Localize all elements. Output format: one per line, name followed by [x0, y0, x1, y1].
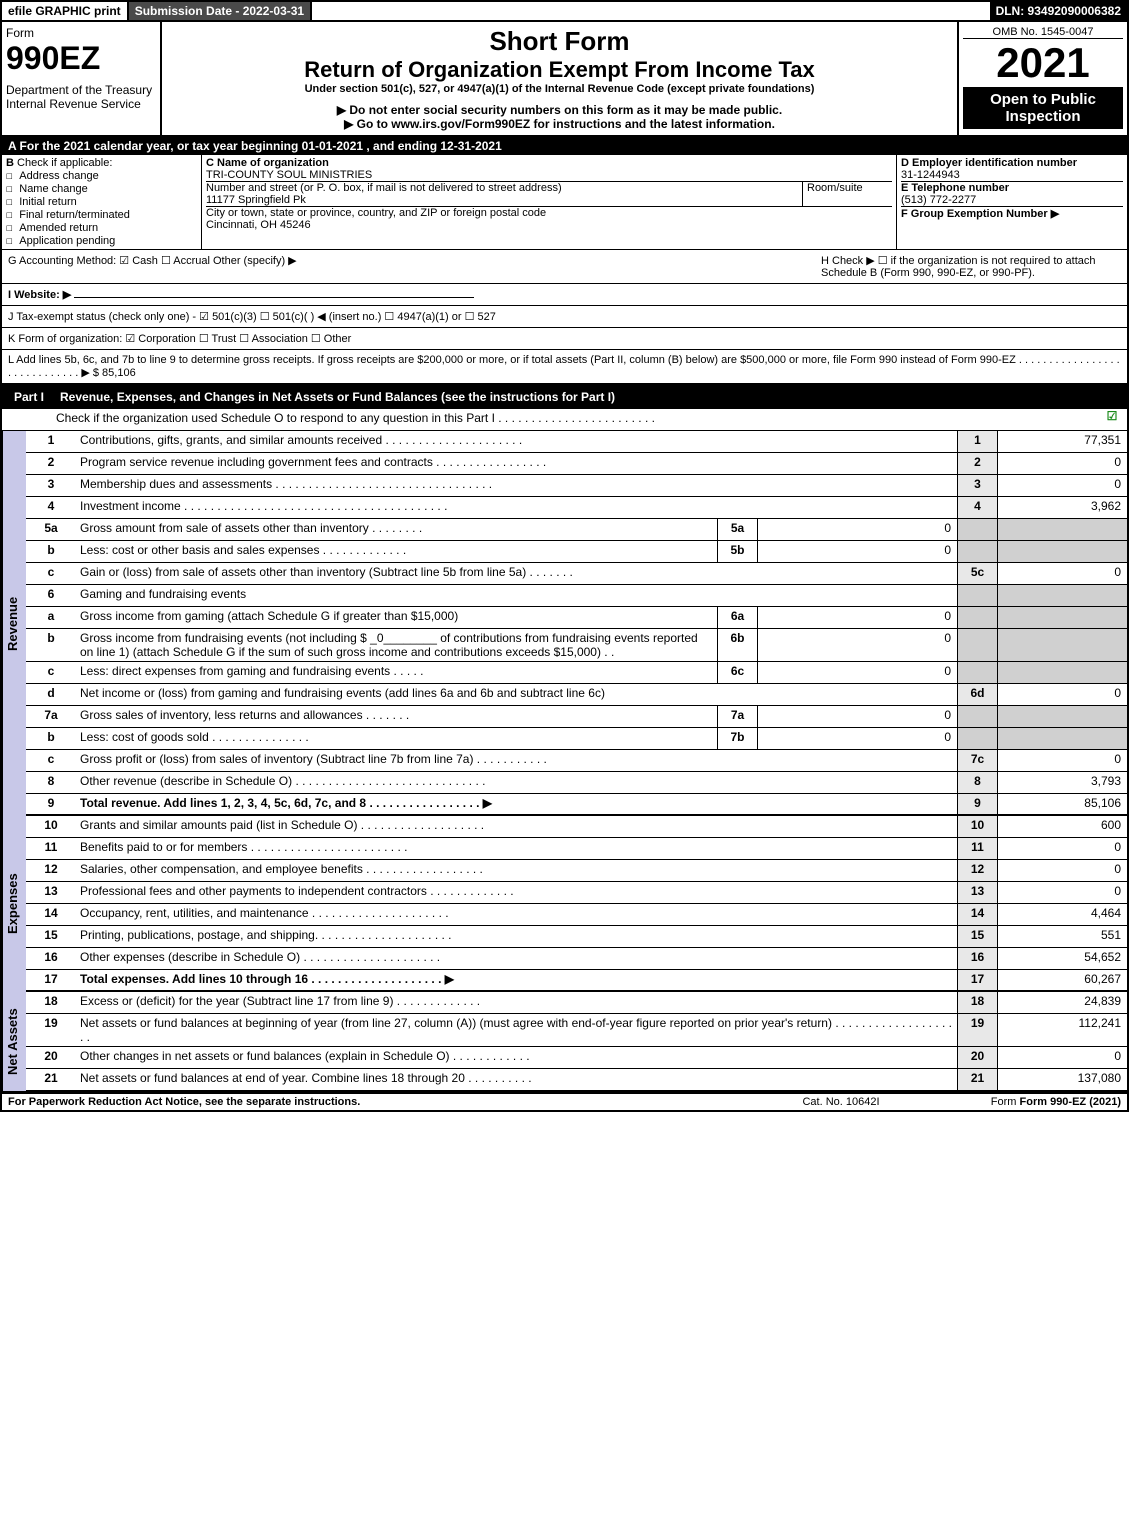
- open-public: Open to Public Inspection: [963, 87, 1123, 129]
- room-suite-label: Room/suite: [802, 182, 892, 206]
- line-7c: cGross profit or (loss) from sales of in…: [26, 750, 1129, 772]
- line-16: 16Other expenses (describe in Schedule O…: [26, 948, 1129, 970]
- line-20: 20Other changes in net assets or fund ba…: [26, 1047, 1129, 1069]
- footer-left: For Paperwork Reduction Act Notice, see …: [8, 1096, 741, 1108]
- b-label: B: [6, 157, 14, 169]
- section-l: L Add lines 5b, 6c, and 7b to line 9 to …: [0, 350, 1129, 385]
- part1-check-box[interactable]: ☑: [1097, 409, 1127, 430]
- line-8: 8Other revenue (describe in Schedule O) …: [26, 772, 1129, 794]
- line-21: 21Net assets or fund balances at end of …: [26, 1069, 1129, 1091]
- b-check-if: Check if applicable:: [17, 157, 112, 169]
- dln: DLN: 93492090006382: [990, 2, 1127, 20]
- line-5a: 5aGross amount from sale of assets other…: [26, 519, 1129, 541]
- form-word: Form: [6, 26, 156, 40]
- d-label: D Employer identification number: [901, 157, 1077, 169]
- line-18: 18Excess or (deficit) for the year (Subt…: [26, 992, 1129, 1014]
- line-17: 17Total expenses. Add lines 10 through 1…: [26, 970, 1129, 992]
- part1-check-text: Check if the organization used Schedule …: [52, 409, 1097, 430]
- line-19: 19Net assets or fund balances at beginni…: [26, 1014, 1129, 1047]
- e-label: E Telephone number: [901, 182, 1009, 194]
- header-right: OMB No. 1545-0047 2021 Open to Public In…: [957, 22, 1127, 135]
- line-6c: cLess: direct expenses from gaming and f…: [26, 662, 1129, 684]
- line-1: 1Contributions, gifts, grants, and simil…: [26, 431, 1129, 453]
- org-city: Cincinnati, OH 45246: [206, 219, 311, 231]
- short-form-title: Short Form: [166, 26, 953, 57]
- section-a: A For the 2021 calendar year, or tax yea…: [0, 137, 1129, 155]
- part1-header: Part I Revenue, Expenses, and Changes in…: [0, 385, 1129, 409]
- line-3: 3Membership dues and assessments . . . .…: [26, 475, 1129, 497]
- org-name: TRI-COUNTY SOUL MINISTRIES: [206, 169, 372, 181]
- form-number: 990EZ: [6, 40, 156, 77]
- c-name-label: C Name of organization: [206, 157, 329, 169]
- part1-check-row: Check if the organization used Schedule …: [0, 409, 1129, 431]
- section-b: B Check if applicable: ☐ Address change …: [2, 155, 202, 249]
- chk-address[interactable]: ☐: [6, 169, 19, 182]
- tax-year: 2021: [963, 39, 1123, 87]
- line-13: 13Professional fees and other payments t…: [26, 882, 1129, 904]
- netassets-section: Net Assets 18Excess or (deficit) for the…: [0, 992, 1129, 1093]
- top-bar: efile GRAPHIC print Submission Date - 20…: [0, 0, 1129, 22]
- section-h: H Check ▶ ☐ if the organization is not r…: [821, 254, 1121, 279]
- header-left: Form 990EZ Department of the Treasury In…: [2, 22, 162, 135]
- goto-link[interactable]: ▶ Go to www.irs.gov/Form990EZ for instru…: [166, 117, 953, 131]
- section-j: J Tax-exempt status (check only one) - ☑…: [0, 306, 1129, 328]
- line-5c: cGain or (loss) from sale of assets othe…: [26, 563, 1129, 585]
- form-header: Form 990EZ Department of the Treasury In…: [0, 22, 1129, 137]
- line-10: 10Grants and similar amounts paid (list …: [26, 816, 1129, 838]
- bcdef-block: B Check if applicable: ☐ Address change …: [0, 155, 1129, 250]
- chk-amended[interactable]: ☐: [6, 221, 19, 234]
- line-14: 14Occupancy, rent, utilities, and mainte…: [26, 904, 1129, 926]
- phone: (513) 772-2277: [901, 194, 976, 206]
- line-6b: bGross income from fundraising events (n…: [26, 629, 1129, 662]
- return-title: Return of Organization Exempt From Incom…: [166, 57, 953, 83]
- part1-title: Revenue, Expenses, and Changes in Net As…: [60, 390, 615, 404]
- netassets-side-label: Net Assets: [2, 992, 26, 1091]
- section-g: G Accounting Method: ☑ Cash ☐ Accrual Ot…: [8, 254, 821, 279]
- line-15: 15Printing, publications, postage, and s…: [26, 926, 1129, 948]
- line-9: 9Total revenue. Add lines 1, 2, 3, 4, 5c…: [26, 794, 1129, 816]
- under-section: Under section 501(c), 527, or 4947(a)(1)…: [166, 83, 953, 95]
- chk-app[interactable]: ☐: [6, 234, 19, 247]
- section-i: I Website: ▶: [0, 284, 1129, 306]
- line-4: 4Investment income . . . . . . . . . . .…: [26, 497, 1129, 519]
- line-7a: 7aGross sales of inventory, less returns…: [26, 706, 1129, 728]
- line-7b: bLess: cost of goods sold . . . . . . . …: [26, 728, 1129, 750]
- chk-name[interactable]: ☐: [6, 182, 19, 195]
- row-gh: G Accounting Method: ☑ Cash ☐ Accrual Ot…: [0, 250, 1129, 284]
- line-6: 6Gaming and fundraising events: [26, 585, 1129, 607]
- section-c: C Name of organization TRI-COUNTY SOUL M…: [202, 155, 897, 249]
- part1-label: Part I: [6, 388, 52, 406]
- no-ssn-note: ▶ Do not enter social security numbers o…: [166, 103, 953, 117]
- chk-initial[interactable]: ☐: [6, 195, 19, 208]
- section-k: K Form of organization: ☑ Corporation ☐ …: [0, 328, 1129, 350]
- revenue-section: Revenue 1Contributions, gifts, grants, a…: [0, 431, 1129, 816]
- irs-label: Internal Revenue Service: [6, 97, 156, 111]
- line-2: 2Program service revenue including gover…: [26, 453, 1129, 475]
- line-6d: dNet income or (loss) from gaming and fu…: [26, 684, 1129, 706]
- section-def: D Employer identification number 31-1244…: [897, 155, 1127, 249]
- dept-treasury: Department of the Treasury: [6, 83, 156, 97]
- submission-date: Submission Date - 2022-03-31: [127, 2, 312, 20]
- ein: 31-1244943: [901, 169, 960, 181]
- f-label: F Group Exemption Number ▶: [901, 208, 1059, 220]
- org-street: 11177 Springfield Pk: [206, 194, 306, 206]
- c-street-label: Number and street (or P. O. box, if mail…: [206, 182, 562, 194]
- c-city-label: City or town, state or province, country…: [206, 207, 546, 219]
- footer-form: Form Form 990-EZ (2021): [941, 1096, 1121, 1108]
- line-11: 11Benefits paid to or for members . . . …: [26, 838, 1129, 860]
- line-12: 12Salaries, other compensation, and empl…: [26, 860, 1129, 882]
- footer-cat: Cat. No. 10642I: [741, 1096, 941, 1108]
- expenses-section: Expenses 10Grants and similar amounts pa…: [0, 816, 1129, 992]
- omb-number: OMB No. 1545-0047: [963, 26, 1123, 39]
- page-footer: For Paperwork Reduction Act Notice, see …: [0, 1093, 1129, 1112]
- header-center: Short Form Return of Organization Exempt…: [162, 22, 957, 135]
- efile-label: efile GRAPHIC print: [2, 2, 127, 20]
- line-5b: bLess: cost or other basis and sales exp…: [26, 541, 1129, 563]
- line-6a: aGross income from gaming (attach Schedu…: [26, 607, 1129, 629]
- expenses-side-label: Expenses: [2, 816, 26, 992]
- chk-final[interactable]: ☐: [6, 208, 19, 221]
- revenue-side-label: Revenue: [2, 431, 26, 816]
